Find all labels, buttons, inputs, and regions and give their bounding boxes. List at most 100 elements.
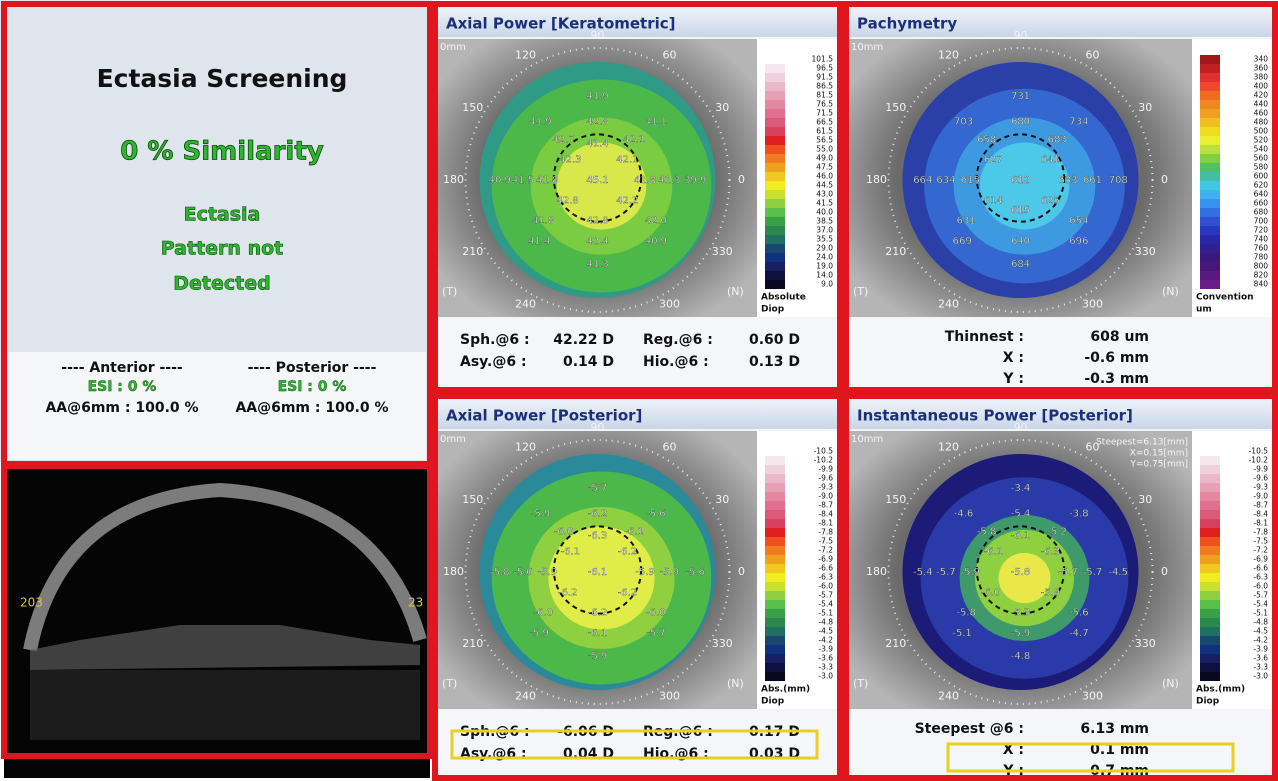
scale-unit: Absolute bbox=[761, 293, 806, 303]
scale-swatch bbox=[765, 82, 785, 91]
scale-label: 440 bbox=[1254, 100, 1269, 109]
anterior-esi: ESI : 0 % bbox=[88, 379, 157, 395]
map-value: -5.8 bbox=[490, 567, 510, 578]
map-value: 658 bbox=[977, 134, 996, 145]
side-label: (T) bbox=[442, 285, 457, 298]
map-value: 627 bbox=[984, 155, 1003, 166]
map-value: -5.9 bbox=[531, 509, 551, 520]
scale-swatch bbox=[1200, 600, 1220, 609]
scale-label: 71.5 bbox=[816, 109, 833, 118]
map-value: 41.4 bbox=[528, 236, 550, 247]
angle-label: 150 bbox=[885, 101, 906, 114]
map-value: 42.7 bbox=[552, 134, 574, 145]
map-value: -6.1 bbox=[624, 526, 644, 537]
scale-label: 760 bbox=[1254, 244, 1269, 253]
map-value: 42.1 bbox=[623, 134, 645, 145]
scale-swatch bbox=[1200, 235, 1220, 244]
map-value: -6.3 bbox=[1041, 547, 1061, 558]
map-value: 39.9 bbox=[684, 175, 706, 186]
scale-swatch bbox=[765, 235, 785, 244]
map-value: -6.1 bbox=[561, 547, 581, 558]
map-value: -5.7 bbox=[588, 483, 608, 494]
scale-label: -9.3 bbox=[818, 483, 833, 492]
map-value: 684 bbox=[1011, 259, 1030, 270]
angle-label: 60 bbox=[663, 440, 677, 453]
map-value: 680 bbox=[1011, 117, 1030, 128]
scale-label: -6.9 bbox=[1253, 555, 1268, 564]
scale-label: 640 bbox=[1254, 190, 1269, 199]
scale-swatch bbox=[765, 501, 785, 510]
scale-label: 66.5 bbox=[816, 118, 833, 127]
map-value: 683 bbox=[1048, 134, 1067, 145]
angle-label: 300 bbox=[659, 690, 680, 703]
scale-label: 55.0 bbox=[816, 145, 833, 154]
scale-swatch bbox=[765, 609, 785, 618]
angle-label: 180 bbox=[866, 565, 887, 578]
angle-label: 300 bbox=[1082, 690, 1103, 703]
oct-label: 23 bbox=[408, 596, 423, 610]
scale-unit: Abs.(mm) bbox=[1196, 685, 1245, 695]
angle-label: 210 bbox=[462, 245, 483, 258]
map-value: 41.9 bbox=[529, 117, 551, 128]
map-value: 41.3 bbox=[658, 175, 680, 186]
scale-swatch bbox=[765, 447, 785, 456]
scale-swatch bbox=[1200, 636, 1220, 645]
scale-label: 660 bbox=[1254, 199, 1269, 208]
scale-label: -5.7 bbox=[818, 591, 833, 600]
scale-unit: Diop bbox=[761, 305, 785, 315]
angle-label: 240 bbox=[938, 298, 959, 311]
map-value: -5.1 bbox=[952, 628, 972, 639]
scale-label: -7.2 bbox=[1253, 546, 1268, 555]
map-value: 615 bbox=[961, 175, 980, 186]
similarity: 0 % Similarity bbox=[120, 137, 324, 167]
side-label: (N) bbox=[727, 285, 744, 298]
map-value: -5.9 bbox=[529, 628, 549, 639]
angle-label: 30 bbox=[715, 101, 729, 114]
scale-swatch bbox=[1200, 154, 1220, 163]
scale-label: 61.5 bbox=[816, 127, 833, 136]
scale-swatch bbox=[765, 262, 785, 271]
scale-label: -9.0 bbox=[1253, 492, 1268, 501]
map-value: 734 bbox=[1069, 117, 1088, 128]
stats-background bbox=[438, 318, 837, 387]
map-value: -5.7 bbox=[1083, 567, 1103, 578]
stats-background bbox=[849, 318, 1272, 387]
scale-swatch bbox=[765, 136, 785, 145]
scale-label: -7.8 bbox=[1253, 528, 1268, 537]
scale-swatch bbox=[765, 91, 785, 100]
scale-label: 420 bbox=[1254, 91, 1269, 100]
result-line: Pattern not bbox=[161, 238, 283, 260]
scale-label: -8.7 bbox=[818, 501, 833, 510]
scale-swatch bbox=[1200, 591, 1220, 600]
scale-label: 24.0 bbox=[816, 253, 833, 262]
scale-swatch bbox=[1200, 100, 1220, 109]
angle-label: 180 bbox=[443, 565, 464, 578]
scale-swatch bbox=[1200, 109, 1220, 118]
map-value: 42.1 bbox=[616, 155, 638, 166]
scale-swatch bbox=[1200, 564, 1220, 573]
map-value: 41.9 bbox=[586, 91, 608, 102]
scale-label: -5.1 bbox=[818, 609, 833, 618]
map-panel: Pachymetry906030033030027024021018015012… bbox=[849, 7, 1272, 387]
angle-label: 300 bbox=[1082, 298, 1103, 311]
scale-swatch bbox=[1200, 663, 1220, 672]
scale-swatch bbox=[765, 636, 785, 645]
angle-label: 240 bbox=[938, 690, 959, 703]
scale-label: 500 bbox=[1254, 127, 1269, 136]
scale-label: -8.4 bbox=[818, 510, 833, 519]
scale-swatch bbox=[765, 510, 785, 519]
scale-label: -6.6 bbox=[1253, 564, 1268, 573]
result-line: Ectasia bbox=[184, 204, 261, 226]
stat-text: 0.13 D bbox=[749, 354, 800, 370]
scale-swatch bbox=[1200, 465, 1220, 474]
scale-unit: Diop bbox=[1196, 697, 1220, 707]
scale-label: 740 bbox=[1254, 235, 1269, 244]
anterior-header: ---- Anterior ---- bbox=[61, 360, 183, 376]
scale-swatch bbox=[765, 654, 785, 663]
scale-label: 680 bbox=[1254, 208, 1269, 217]
side-label: (T) bbox=[853, 677, 868, 690]
stat-label: Steepest @6 : bbox=[915, 721, 1024, 737]
angle-label: 120 bbox=[515, 48, 536, 61]
map-value: 633 bbox=[1058, 175, 1077, 186]
scale-swatch bbox=[1200, 55, 1220, 64]
